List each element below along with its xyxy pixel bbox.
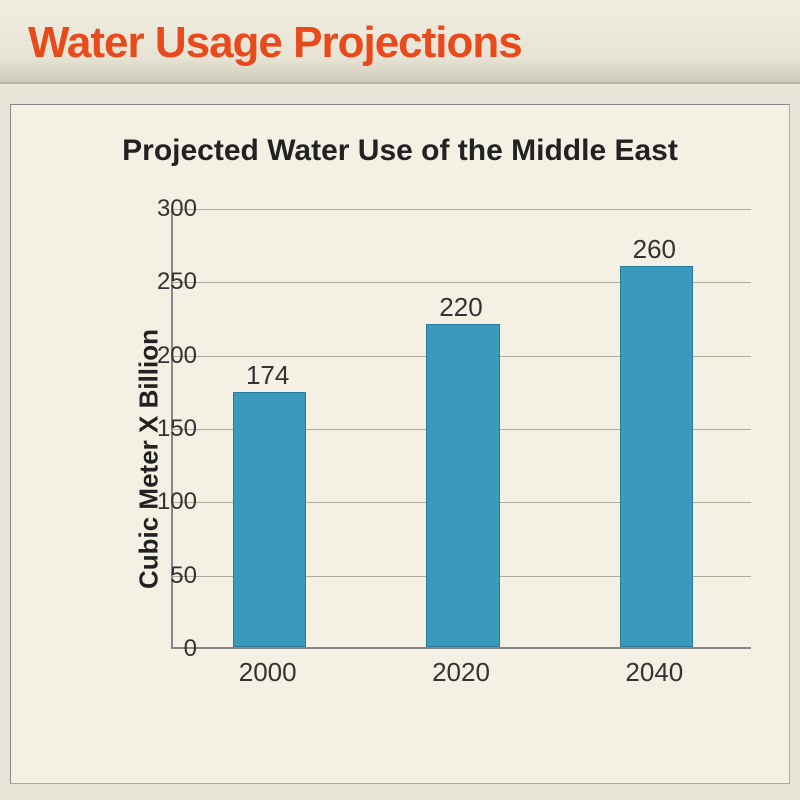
y-tick-label: 150	[137, 415, 197, 443]
y-tick-label: 300	[137, 195, 197, 223]
y-tick-label: 0	[137, 635, 197, 663]
bar-value-label: 260	[594, 234, 714, 265]
plot-area	[171, 209, 751, 649]
y-tick-label: 100	[137, 488, 197, 516]
bar	[620, 266, 693, 647]
chart-body: Cubic Meter X Billion 050100150200250300…	[11, 179, 789, 739]
bar-value-label: 220	[401, 292, 521, 323]
x-tick-label: 2000	[208, 657, 328, 688]
gridline	[173, 209, 751, 210]
x-tick-label: 2040	[594, 657, 714, 688]
chart-title: Projected Water Use of the Middle East	[11, 105, 789, 179]
bar	[233, 392, 306, 647]
y-tick-label: 50	[137, 562, 197, 590]
x-tick-label: 2020	[401, 657, 521, 688]
bar	[426, 324, 499, 647]
page-header: Water Usage Projections	[0, 0, 800, 84]
y-tick-label: 200	[137, 342, 197, 370]
bar-value-label: 174	[208, 360, 328, 391]
page-title: Water Usage Projections	[28, 18, 772, 68]
y-tick-label: 250	[137, 268, 197, 296]
chart-panel: Projected Water Use of the Middle East C…	[10, 104, 790, 784]
